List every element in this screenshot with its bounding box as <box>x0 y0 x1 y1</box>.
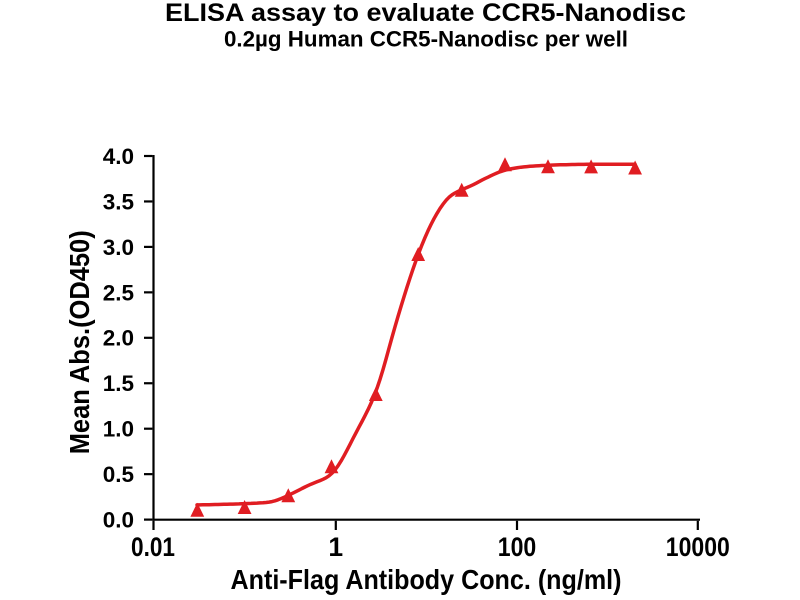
svg-text:0.01: 0.01 <box>131 532 175 562</box>
svg-text:0.5: 0.5 <box>103 462 134 487</box>
svg-text:3.0: 3.0 <box>103 235 134 260</box>
svg-text:2.5: 2.5 <box>103 280 134 305</box>
svg-text:ELISA assay to evaluate CCR5-N: ELISA assay to evaluate CCR5-Nanodisc <box>165 0 686 27</box>
svg-text:10000: 10000 <box>666 532 730 562</box>
svg-text:Anti-Flag Antibody Conc. (ng/m: Anti-Flag Antibody Conc. (ng/ml) <box>231 564 622 595</box>
svg-text:3.5: 3.5 <box>103 189 134 214</box>
svg-text:1: 1 <box>328 532 343 562</box>
svg-text:100: 100 <box>498 532 537 562</box>
svg-text:1.5: 1.5 <box>103 371 134 396</box>
svg-text:0.2µg Human CCR5-Nanodisc per: 0.2µg Human CCR5-Nanodisc per well <box>224 26 628 51</box>
svg-text:2.0: 2.0 <box>103 326 134 351</box>
svg-text:4.0: 4.0 <box>103 144 134 169</box>
svg-text:Mean Abs.(OD450): Mean Abs.(OD450) <box>64 230 95 454</box>
svg-text:1.0: 1.0 <box>103 417 134 442</box>
svg-text:0.0: 0.0 <box>103 508 134 533</box>
